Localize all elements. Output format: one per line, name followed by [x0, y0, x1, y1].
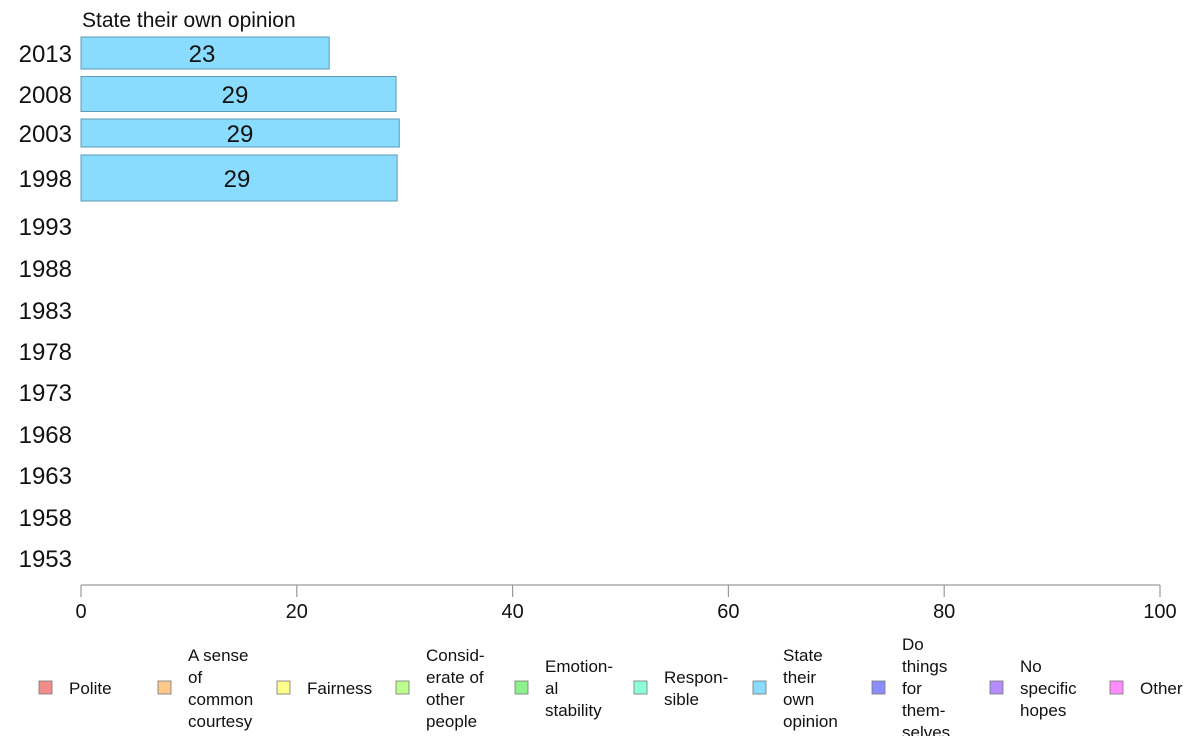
bar	[80, 76, 397, 112]
bar	[80, 118, 400, 148]
legend-item: No specific hopes	[989, 657, 1077, 720]
legend-swatch	[276, 680, 291, 695]
y-tick-label: 1958	[19, 505, 72, 532]
legend-label: Other	[1140, 679, 1183, 698]
x-tick-label: 40	[501, 601, 523, 623]
legend-label: common	[188, 690, 253, 709]
legend-label: things	[902, 657, 947, 676]
y-tick-label: 2013	[19, 41, 72, 68]
x-tick-label: 80	[933, 601, 955, 623]
bar-value-label: 23	[189, 41, 216, 68]
x-tick-label: 0	[75, 601, 86, 623]
legend-label: own	[783, 690, 814, 709]
y-tick-label: 1988	[19, 256, 72, 283]
chart-title: State their own opinion	[82, 9, 296, 32]
bar	[80, 36, 330, 70]
legend-swatch	[514, 680, 529, 695]
y-tick-label: 1993	[19, 214, 72, 241]
legend-swatch	[752, 680, 767, 695]
y-tick-label: 1953	[19, 546, 72, 573]
legend-swatch	[989, 680, 1004, 695]
legend-item: Emotion-al stability	[514, 657, 613, 720]
legend-label: Respon-	[664, 668, 728, 687]
y-tick-label: 1963	[19, 463, 72, 490]
x-axis: 0 20 40 60 80 100	[75, 584, 1177, 623]
legend-label: Fairness	[307, 679, 372, 698]
x-tick-label: 60	[717, 601, 739, 623]
bar-value-label: 29	[227, 121, 254, 148]
legend-item: Polite	[38, 679, 112, 698]
legend-swatch	[157, 680, 172, 695]
legend-label: hopes	[1020, 701, 1066, 720]
y-tick-label: 1998	[19, 166, 72, 193]
legend-label: Consid-	[426, 646, 485, 665]
bar	[80, 154, 398, 202]
legend-label: sible	[664, 690, 699, 709]
legend-item: Fairness	[276, 679, 372, 698]
legend-swatch	[871, 680, 886, 695]
y-tick-label: 1968	[19, 422, 72, 449]
y-tick-label: 2008	[19, 82, 72, 109]
legend-item: Consid-erate of other people	[395, 646, 485, 731]
legend-label: Polite	[69, 679, 112, 698]
legend-label: of	[188, 668, 202, 687]
legend-item: Other	[1109, 679, 1183, 698]
legend-label: specific	[1020, 679, 1077, 698]
legend-label: courtesy	[188, 712, 253, 731]
legend-label: selves	[902, 723, 950, 736]
legend-item: Respon-sible	[633, 668, 728, 709]
x-tick-label: 100	[1143, 601, 1176, 623]
y-tick-label: 1983	[19, 298, 72, 325]
legend: Polite A sense of common courtesy Fairness Con…	[38, 635, 1183, 736]
legend-item: Do things for them-selves	[871, 635, 950, 736]
legend-item: A sense of common courtesy	[157, 646, 253, 731]
legend-label: people	[426, 712, 477, 731]
legend-label: Do	[902, 635, 924, 654]
legend-label: opinion	[783, 712, 838, 731]
y-tick-label: 1978	[19, 339, 72, 366]
legend-swatch	[633, 680, 648, 695]
bar-value-label: 29	[222, 82, 249, 109]
legend-label: No	[1020, 657, 1042, 676]
legend-swatch	[38, 680, 53, 695]
legend-swatch	[395, 680, 410, 695]
y-axis-ticks: 2013 2008 2003 1998 1993 1988 1983 1978 1973 1968…	[19, 41, 72, 573]
legend-label: Emotion-	[545, 657, 613, 676]
legend-label: for	[902, 679, 922, 698]
x-tick-label: 20	[286, 601, 308, 623]
legend-label: stability	[545, 701, 602, 720]
legend-label: State	[783, 646, 823, 665]
legend-label: erate of	[426, 668, 484, 687]
legend-label: them-	[902, 701, 945, 720]
legend-label: other	[426, 690, 465, 709]
legend-swatch	[1109, 680, 1124, 695]
y-tick-label: 1973	[19, 380, 72, 407]
y-tick-label: 2003	[19, 121, 72, 148]
legend-label: al	[545, 679, 558, 698]
bar-value-label: 29	[224, 166, 251, 193]
legend-label: A sense	[188, 646, 249, 665]
legend-item: State their own opinion	[752, 646, 838, 731]
legend-label: their	[783, 668, 816, 687]
